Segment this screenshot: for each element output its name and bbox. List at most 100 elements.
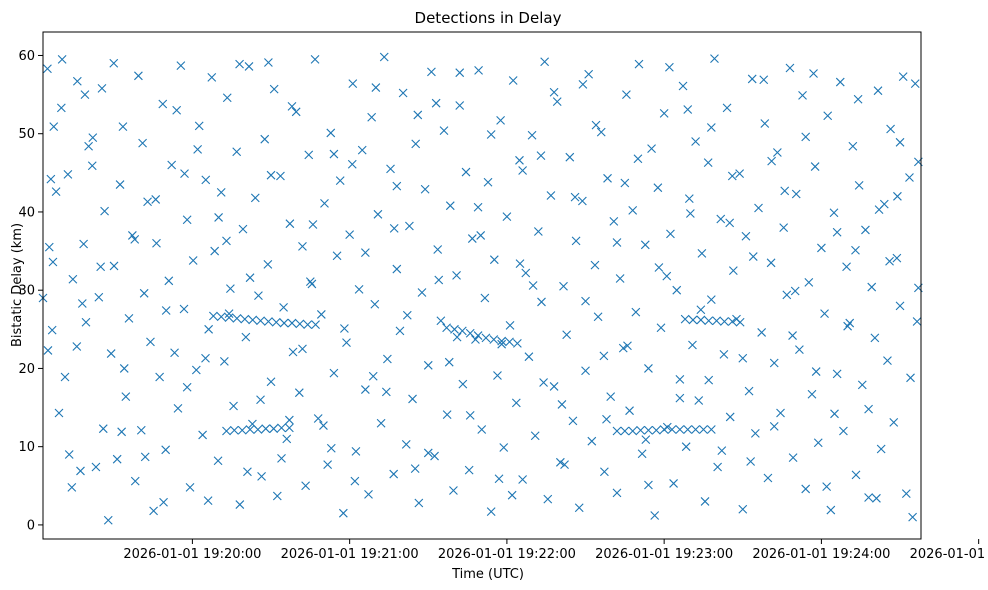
scatter-point [167, 160, 177, 170]
scatter-point [229, 401, 238, 411]
scatter-point [430, 451, 439, 461]
y-tick-label: 0 [27, 518, 35, 533]
scatter-point [748, 252, 758, 261]
scatter-point [413, 110, 423, 120]
scatter-point [570, 192, 580, 202]
scatter-point [769, 358, 779, 368]
scatter-point [332, 251, 342, 261]
scatter-point [623, 341, 632, 351]
scatter-point [669, 479, 678, 488]
scatter-point [173, 403, 183, 413]
scatter-point [405, 221, 414, 231]
scatter-point [235, 500, 245, 509]
scatter-point [161, 445, 171, 455]
scatter-point [170, 348, 179, 358]
scatter-point [80, 90, 90, 99]
scatter-point [640, 240, 650, 250]
scatter-point [497, 339, 507, 349]
scatter-point [96, 262, 106, 272]
scatter-point [51, 187, 61, 196]
scatter-point [449, 486, 458, 495]
scatter-point [467, 234, 477, 243]
scatter-point [373, 209, 383, 219]
scatter-point [822, 482, 832, 491]
scatter-point [688, 340, 697, 350]
scatter-point [722, 103, 732, 113]
scatter-point [867, 282, 877, 292]
scatter-point [402, 310, 412, 320]
scatter-point [895, 137, 905, 147]
scatter-point [864, 493, 873, 502]
scatter-point [305, 277, 315, 286]
scatter-point [277, 454, 286, 463]
scatter-point [264, 58, 273, 67]
scatter-point [155, 372, 165, 382]
scatter-point [56, 103, 66, 113]
scatter-point [599, 351, 609, 361]
scatter-point [798, 90, 807, 100]
scatter-point [699, 425, 708, 434]
scatter-point [140, 452, 150, 462]
scatter-point [98, 424, 108, 434]
scatter-point [712, 316, 721, 326]
x-tick-label: 2026-01-01 19:21:00 [281, 547, 419, 562]
scatter-point [835, 77, 845, 87]
scatter-point [323, 460, 333, 470]
scatter-point [179, 304, 189, 314]
scatter-point [232, 313, 242, 323]
scatter-point [146, 337, 155, 347]
scatter-point [350, 476, 360, 486]
scatter-point [738, 353, 748, 363]
scatter-point [294, 388, 304, 398]
scatter-point [149, 506, 158, 516]
scatter-point [100, 206, 109, 216]
scatter-point [313, 414, 323, 423]
scatter-point [48, 257, 58, 267]
scatter-point [43, 346, 53, 355]
scatter-point [347, 159, 357, 169]
scatter-point [549, 382, 559, 391]
scatter-point [577, 196, 587, 206]
scatter-point [381, 387, 391, 397]
scatter-point [158, 99, 168, 109]
scatter-point [659, 108, 669, 118]
scatter-point [703, 158, 713, 168]
scatter-point [678, 81, 688, 91]
scatter-point [801, 484, 811, 494]
scatter-point [67, 482, 77, 492]
scatter-point [84, 141, 93, 151]
x-axis: 2026-01-01 19:20:00 2026-01-01 19:21:00 20… [123, 539, 988, 562]
scatter-point [766, 258, 776, 268]
scatter-point [130, 234, 140, 244]
scatter-point [483, 177, 493, 187]
scatter-point [54, 408, 64, 418]
scatter-point [489, 335, 499, 344]
scatter-point [164, 276, 174, 286]
scatter-point [392, 264, 402, 274]
scatter-point [885, 256, 894, 266]
scatter-point [77, 299, 87, 308]
scatter-point [683, 425, 693, 434]
scatter-point [810, 162, 820, 171]
scatter-point [115, 180, 125, 189]
scatter-point [210, 246, 220, 256]
scatter-point [763, 473, 773, 483]
chart-title: Detections in Delay [415, 9, 562, 27]
scatter-point [848, 141, 858, 151]
scatter-point [809, 69, 818, 78]
scatter-point [417, 288, 427, 297]
scatter-point [536, 151, 546, 161]
scatter-point [746, 457, 756, 466]
scatter-point [795, 345, 804, 355]
scatter-point [271, 317, 281, 327]
scatter-point [256, 316, 265, 326]
scatter-point [232, 147, 242, 157]
scatter-point [301, 481, 311, 491]
scatter-point [634, 59, 644, 69]
scatter-point [898, 72, 908, 81]
scatter-point [788, 331, 797, 340]
scatter-point [706, 123, 716, 132]
scatter-point [386, 164, 395, 174]
scatter-point [571, 236, 581, 246]
scatter-point [912, 317, 922, 326]
